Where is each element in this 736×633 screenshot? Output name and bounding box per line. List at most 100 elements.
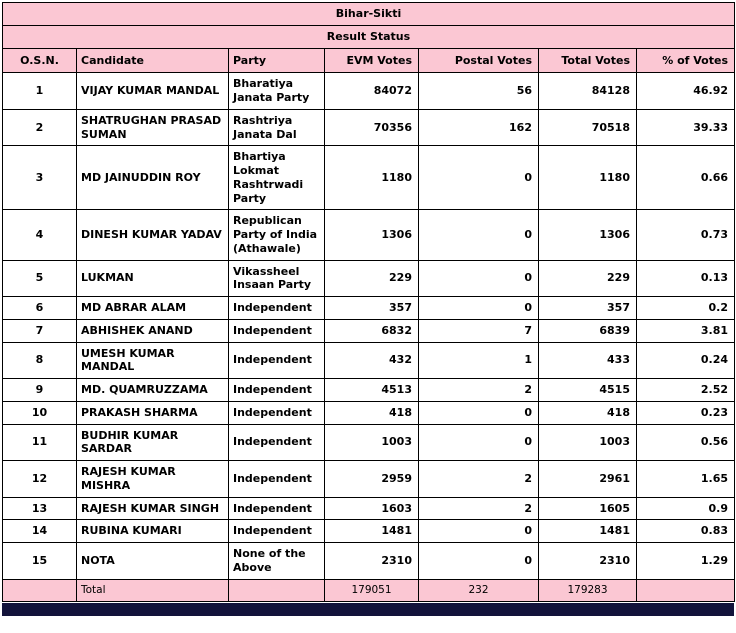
total-votes-cell: 2310 <box>538 542 637 580</box>
col-header-evm-votes: EVM Votes <box>324 47 419 74</box>
party-cell: Independent <box>228 496 325 521</box>
total-votes-cell: 70518 <box>538 108 637 147</box>
pct-votes-cell: 0.2 <box>636 296 735 320</box>
evm-votes-cell: 84072 <box>324 72 419 110</box>
postal-votes-cell: 0 <box>418 209 539 261</box>
candidate-cell: DINESH KUMAR YADAV <box>76 209 229 261</box>
candidate-cell: LUKMAN <box>76 259 229 297</box>
total-votes-cell: 357 <box>538 296 637 320</box>
evm-votes-cell: 70356 <box>324 108 419 147</box>
party-cell: None of the Above <box>228 542 325 580</box>
postal-votes-cell: 56 <box>418 72 539 110</box>
pct-votes-cell: 0.23 <box>636 400 735 425</box>
total-votes-cell: 1481 <box>538 519 637 543</box>
evm-votes-cell: 229 <box>324 259 419 297</box>
total-label: Total <box>76 578 229 602</box>
evm-votes-cell: 1306 <box>324 209 419 261</box>
pct-votes-cell: 0.83 <box>636 519 735 543</box>
table-row: 12 RAJESH KUMAR MISHRA Independent 2959 … <box>2 460 735 498</box>
party-cell: Independent <box>228 423 325 461</box>
total-votes-cell: 1180 <box>538 145 637 211</box>
table-row: 14 RUBINA KUMARI Independent 1481 0 1481… <box>2 519 735 543</box>
table-row: 7 ABHISHEK ANAND Independent 6832 7 6839… <box>2 318 735 343</box>
candidate-cell: MD. QUAMRUZZAMA <box>76 378 229 402</box>
results-page: Bihar-Sikti Result Status O.S.N. Candida… <box>2 2 735 616</box>
candidate-cell: RUBINA KUMARI <box>76 519 229 543</box>
osn-cell: 12 <box>2 460 77 498</box>
candidate-cell: NOTA <box>76 542 229 580</box>
table-row: 4 DINESH KUMAR YADAV Republican Party of… <box>2 209 735 261</box>
candidate-cell: MD ABRAR ALAM <box>76 296 229 320</box>
table-row: 9 MD. QUAMRUZZAMA Independent 4513 2 451… <box>2 378 735 402</box>
evm-votes-cell: 6832 <box>324 318 419 343</box>
evm-votes-cell: 432 <box>324 341 419 379</box>
col-header-candidate: Candidate <box>76 47 229 74</box>
postal-votes-cell: 0 <box>418 423 539 461</box>
osn-cell: 10 <box>2 400 77 425</box>
evm-votes-cell: 1481 <box>324 519 419 543</box>
pct-votes-cell: 0.56 <box>636 423 735 461</box>
party-cell: Independent <box>228 378 325 402</box>
table-row: 11 BUDHIR KUMAR SARDAR Independent 1003 … <box>2 423 735 461</box>
candidate-cell: VIJAY KUMAR MANDAL <box>76 72 229 110</box>
total-postal-votes: 232 <box>418 578 539 602</box>
total-votes-cell: 229 <box>538 259 637 297</box>
osn-cell: 15 <box>2 542 77 580</box>
osn-cell: 2 <box>2 108 77 147</box>
table-row: 15 NOTA None of the Above 2310 0 2310 1.… <box>2 542 735 580</box>
evm-votes-cell: 1003 <box>324 423 419 461</box>
postal-votes-cell: 0 <box>418 296 539 320</box>
total-pct-cell <box>636 578 735 602</box>
osn-cell: 11 <box>2 423 77 461</box>
party-cell: Vikassheel Insaan Party <box>228 259 325 297</box>
total-row: Total 179051 232 179283 <box>2 578 735 602</box>
pct-votes-cell: 1.29 <box>636 542 735 580</box>
total-votes-cell: 84128 <box>538 72 637 110</box>
pct-votes-cell: 39.33 <box>636 108 735 147</box>
table-row: 10 PRAKASH SHARMA Independent 418 0 418 … <box>2 400 735 425</box>
osn-cell: 14 <box>2 519 77 543</box>
candidate-cell: SHATRUGHAN PRASAD SUMAN <box>76 108 229 147</box>
party-cell: Independent <box>228 400 325 425</box>
table-row: 2 SHATRUGHAN PRASAD SUMAN Rashtriya Jana… <box>2 108 735 147</box>
total-votes-cell: 418 <box>538 400 637 425</box>
osn-cell: 5 <box>2 259 77 297</box>
evm-votes-cell: 357 <box>324 296 419 320</box>
pct-votes-cell: 0.73 <box>636 209 735 261</box>
total-votes-cell: 2961 <box>538 460 637 498</box>
postal-votes-cell: 2 <box>418 496 539 521</box>
total-evm-votes: 179051 <box>324 578 419 602</box>
title-row: Bihar-Sikti <box>2 2 735 26</box>
postal-votes-cell: 2 <box>418 460 539 498</box>
party-cell: Independent <box>228 460 325 498</box>
party-cell: Independent <box>228 519 325 543</box>
osn-cell: 13 <box>2 496 77 521</box>
total-osn-cell <box>2 578 77 602</box>
party-cell: Rashtriya Janata Dal <box>228 108 325 147</box>
col-header-total-votes: Total Votes <box>538 47 637 74</box>
osn-cell: 8 <box>2 341 77 379</box>
postal-votes-cell: 0 <box>418 542 539 580</box>
table-row: 3 MD JAINUDDIN ROY Bhartiya Lokmat Rasht… <box>2 145 735 211</box>
page-title: Bihar-Sikti <box>2 2 735 26</box>
postal-votes-cell: 0 <box>418 400 539 425</box>
evm-votes-cell: 418 <box>324 400 419 425</box>
total-votes-cell: 1003 <box>538 423 637 461</box>
subtitle-row: Result Status <box>2 24 735 49</box>
osn-cell: 4 <box>2 209 77 261</box>
result-status-title: Result Status <box>2 24 735 49</box>
col-header-osn: O.S.N. <box>2 47 77 74</box>
total-votes-cell: 4515 <box>538 378 637 402</box>
col-header-pct-votes: % of Votes <box>636 47 735 74</box>
postal-votes-cell: 0 <box>418 145 539 211</box>
pct-votes-cell: 3.81 <box>636 318 735 343</box>
col-header-party: Party <box>228 47 325 74</box>
total-total-votes: 179283 <box>538 578 637 602</box>
candidate-cell: PRAKASH SHARMA <box>76 400 229 425</box>
postal-votes-cell: 162 <box>418 108 539 147</box>
pct-votes-cell: 0.24 <box>636 341 735 379</box>
pct-votes-cell: 0.13 <box>636 259 735 297</box>
osn-cell: 6 <box>2 296 77 320</box>
total-votes-cell: 1605 <box>538 496 637 521</box>
postal-votes-cell: 7 <box>418 318 539 343</box>
